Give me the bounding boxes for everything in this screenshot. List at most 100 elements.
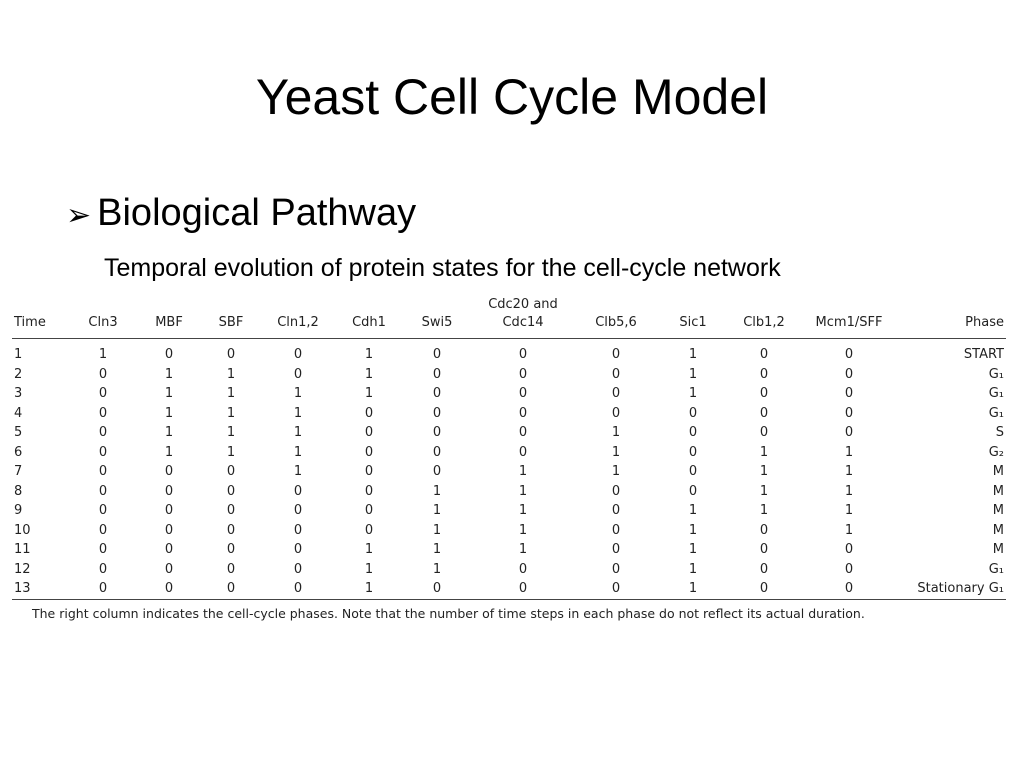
table-cell: 1 [293,425,303,440]
table-row: 12 0 0 0 0 1 1 0 0 1 0 0 G₁ [12,560,1006,580]
table-cell: 0 [688,425,698,440]
table-cell: 2 [14,366,23,382]
table-cell: 1 [688,503,698,518]
table-cell: 0 [226,464,236,479]
table-cell: G₁ [988,386,1004,401]
table-cell: 0 [432,464,442,479]
table-cell: 1 [611,464,621,479]
table-cell: 0 [611,347,621,362]
table-cell: 0 [518,386,528,401]
table-cell: G₁ [988,405,1004,421]
protein-states-table: Time Cln3 MBF SBF Cln1,2 Cdh1 Swi5 Cdc20 and Cdc… [12,296,1006,600]
table-body: 1 1 0 0 0 1 0 0 0 1 0 0 START 2 0 1 1 0 1 0 0 0 1 0 0 G₁ 3 0 1 1 1 1 0 0 0… [12,339,1006,600]
table-cell: 0 [432,444,442,460]
table-cell: 0 [364,444,374,460]
table-cell: 1 [658,579,728,600]
table-cell: 0 [800,579,898,600]
table-row: 13 0 0 0 0 1 0 0 0 1 0 0 Stationary G₁ [12,579,1006,600]
table-cell: 0 [688,405,698,421]
table-cell: 0 [293,522,303,538]
table-cell: 1 [364,386,374,401]
table-cell: G₂ [988,444,1004,460]
table-cell: 0 [293,503,303,518]
table-cell: 0 [844,347,854,362]
table-cell: 0 [844,561,854,577]
table-cell: 0 [611,386,621,401]
table-row: 6 0 1 1 1 0 0 0 1 0 1 1 G₂ [12,443,1006,463]
table-cell: 0 [293,366,303,382]
table-cell: 0 [226,542,236,557]
table-cell: 1 [844,483,854,499]
table-cell: 1 [759,503,769,518]
table-cell: 1 [518,483,528,499]
table-cell: 0 [688,464,698,479]
table-cell: 0 [759,405,769,421]
table-cell: 6 [14,444,23,460]
table-cell: 1 [14,347,23,362]
table-cell: 1 [432,561,442,577]
table-cell: 0 [518,561,528,577]
table-cell: 0 [688,483,698,499]
table-cell: 1 [336,579,402,600]
table-cell: 0 [164,542,174,557]
table-cell: 0 [164,347,174,362]
table-cell: 1 [164,366,174,382]
column-header: Swi5 [402,296,472,339]
table-cell: 9 [14,503,23,518]
table-cell: 1 [293,444,303,460]
table-cell: 0 [226,483,236,499]
table-cell: 1 [759,464,769,479]
table-cell: 1 [226,444,236,460]
table-cell: 1 [164,444,174,460]
table-cell: 1 [688,561,698,577]
table-cell: 0 [226,347,236,362]
table-cell: 1 [844,444,854,460]
table-cell: Stationary G₁ [898,579,1006,600]
column-header: Cdh1 [336,296,402,339]
table-cell: 0 [164,483,174,499]
table-cell: 1 [518,464,528,479]
table-cell: 13 [12,579,70,600]
cell-cycle-table-figure: Time Cln3 MBF SBF Cln1,2 Cdh1 Swi5 Cdc20 and Cdc… [12,296,1006,621]
column-header: Clb1,2 [728,296,800,339]
table-cell: 0 [759,542,769,557]
table-cell: 1 [688,522,698,538]
table-cell: 1 [226,405,236,421]
table-cell: 0 [402,579,472,600]
table-cell: 0 [759,366,769,382]
table-cell: 0 [688,444,698,460]
table-cell: 0 [611,503,621,518]
table-cell: 0 [364,503,374,518]
table-cell: 5 [14,425,23,440]
slide-title: Yeast Cell Cycle Model [255,69,769,125]
table-cell: 0 [518,347,528,362]
column-header: SBF [202,296,260,339]
column-header: Clb5,6 [574,296,658,339]
table-cell: 7 [14,464,23,479]
table-cell: 1 [164,425,174,440]
table-cell: 1 [226,425,236,440]
table-cell: 0 [136,579,202,600]
table-cell: 0 [844,386,854,401]
table-cell: 0 [98,561,108,577]
table-cell: 0 [202,579,260,600]
table-cell: 1 [226,386,236,401]
table-cell: 1 [432,503,442,518]
table-cell: 1 [98,347,108,362]
table-row: 7 0 0 0 1 0 0 1 1 0 1 1 M [12,462,1006,482]
table-cell: 0 [293,542,303,557]
table-cell: 1 [844,522,854,538]
table-cell: 0 [759,522,769,538]
table-cell: 1 [518,503,528,518]
table-cell: 3 [14,386,23,401]
table-cell: 0 [844,425,854,440]
table-cell: 0 [364,405,374,421]
column-header: Cln1,2 [260,296,336,339]
table-cell: 1 [688,366,698,382]
table-cell: 10 [14,522,31,538]
table-cell: 1 [364,542,374,557]
table-cell: 1 [432,542,442,557]
table-cell: 0 [432,347,442,362]
table-cell: 0 [518,444,528,460]
table-cell: 0 [98,386,108,401]
